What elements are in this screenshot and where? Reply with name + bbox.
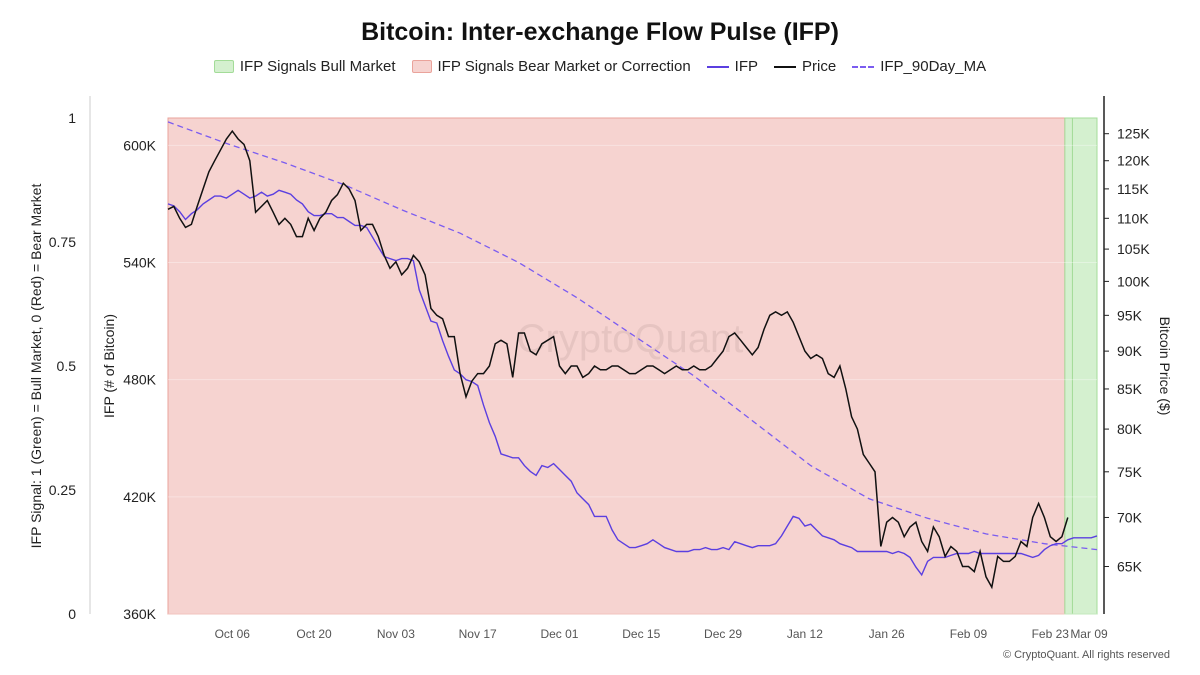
x-tick-label: Dec 01 — [540, 627, 578, 641]
legend: IFP Signals Bull Market IFP Signals Bear… — [0, 58, 1200, 75]
price-tick-label: 70K — [1117, 509, 1143, 525]
ifp-line-swatch — [706, 65, 729, 68]
ifp-90day-ma-line — [167, 121, 1098, 551]
price-tick-label: 85K — [1117, 381, 1143, 397]
signal-tick-label: 0.75 — [49, 234, 76, 250]
price-tick-label: 100K — [1117, 273, 1150, 289]
legend-item-bull[interactable]: IFP Signals Bull Market — [213, 58, 396, 75]
ifp-axis-label: IFP (# of Bitcoin) — [101, 314, 117, 418]
price-tick-label: 125K — [1117, 126, 1150, 142]
signal-tick-label: 0 — [68, 606, 76, 622]
price-tick-label: 65K — [1117, 559, 1143, 575]
signal-tick-label: 0.25 — [49, 482, 76, 498]
signal-axis-label: IFP Signal: 1 (Green) = Bull Market, 0 (… — [28, 184, 44, 549]
chart-title: Bitcoin: Inter-exchange Flow Pulse (IFP) — [361, 18, 839, 46]
ifp-tick-label: 480K — [123, 372, 156, 388]
price-line-swatch — [774, 65, 797, 68]
legend-item-ifp[interactable]: IFP — [706, 58, 759, 75]
x-tick-label: Dec 29 — [704, 627, 742, 641]
legend-item-price[interactable]: Price — [774, 58, 836, 75]
signal-tick-label: 0.5 — [57, 358, 77, 374]
price-axis-label: Bitcoin Price ($) — [1157, 317, 1173, 416]
ifp-tick-label: 600K — [123, 137, 156, 153]
price-tick-label: 75K — [1117, 464, 1143, 480]
x-tick-label: Jan 12 — [787, 627, 823, 641]
ifp-tick-label: 420K — [123, 489, 156, 505]
copyright-text: © CryptoQuant. All rights reserved — [1002, 649, 1170, 661]
ma-line-swatch — [852, 65, 875, 68]
price-tick-label: 80K — [1117, 421, 1143, 437]
signal-tick-label: 1 — [68, 110, 76, 126]
legend-label-price: Price — [802, 58, 837, 75]
price-tick-label: 115K — [1117, 181, 1149, 197]
x-tick-label: Oct 06 — [215, 627, 251, 641]
legend-label-bear: IFP Signals Bear Market or Correction — [437, 58, 691, 75]
bear-swatch — [411, 60, 432, 73]
legend-label-ifp: IFP — [734, 58, 759, 75]
bull-regime-band — [1071, 117, 1098, 615]
price-tick-label: 95K — [1117, 307, 1143, 323]
price-tick-label: 120K — [1117, 153, 1150, 169]
ifp-tick-label: 540K — [123, 255, 156, 271]
bull-swatch — [213, 60, 234, 73]
price-tick-label: 90K — [1117, 343, 1143, 359]
legend-label-bull: IFP Signals Bull Market — [239, 58, 396, 75]
x-tick-label: Feb 09 — [950, 627, 988, 641]
x-tick-label: Nov 03 — [377, 627, 415, 641]
x-tick-label: Oct 20 — [296, 627, 332, 641]
price-line — [167, 129, 1069, 590]
legend-item-ma[interactable]: IFP_90Day_MA — [852, 58, 986, 75]
x-tick-label: Nov 17 — [459, 627, 497, 641]
ifp-tick-label: 360K — [123, 606, 156, 622]
legend-label-ma: IFP_90Day_MA — [880, 58, 987, 75]
x-tick-label: Jan 26 — [869, 627, 905, 641]
price-tick-label: 110K — [1117, 210, 1149, 226]
price-tick-label: 105K — [1117, 241, 1150, 257]
legend-item-bear[interactable]: IFP Signals Bear Market or Correction — [411, 58, 691, 75]
x-tick-label: Mar 09 — [1070, 627, 1108, 641]
x-tick-label: Dec 15 — [622, 627, 660, 641]
x-tick-label: Feb 23 — [1032, 627, 1070, 641]
